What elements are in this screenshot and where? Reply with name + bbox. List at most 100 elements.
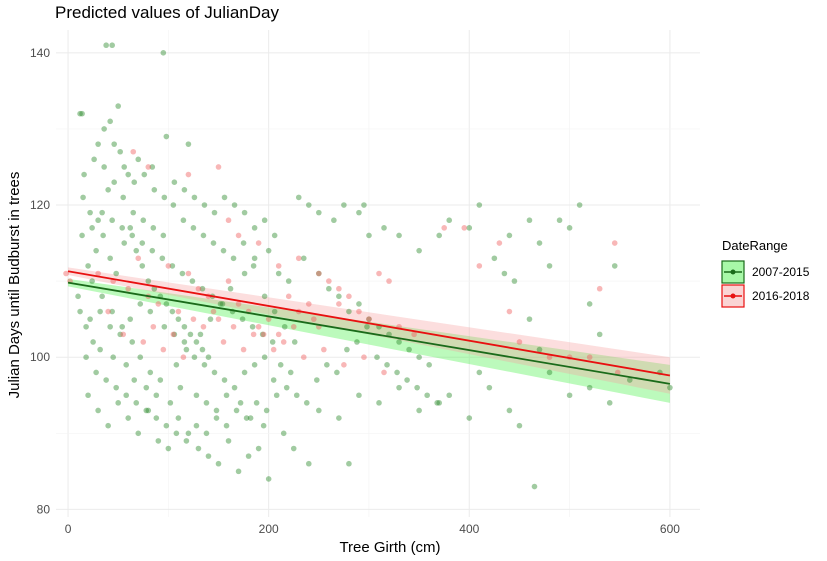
data-point (275, 270, 282, 277)
data-point (139, 240, 146, 246)
data-point (193, 422, 200, 429)
data-point (596, 331, 603, 338)
data-point (270, 377, 277, 383)
data-point (199, 285, 206, 292)
data-point (91, 156, 97, 163)
data-point (241, 209, 248, 216)
data-point (346, 308, 352, 315)
data-point (281, 323, 288, 330)
data-point (160, 232, 167, 239)
data-point (546, 263, 553, 269)
data-point (271, 232, 278, 239)
data-point (251, 255, 258, 262)
legend-label: 2016-2018 (752, 289, 810, 303)
data-point (107, 323, 113, 330)
data-point (476, 202, 483, 208)
data-point (179, 270, 186, 277)
data-point (163, 301, 170, 307)
x-tick-label: 200 (259, 522, 279, 536)
data-point (221, 377, 228, 383)
data-point (586, 354, 593, 361)
data-point (536, 240, 543, 246)
data-point (611, 263, 618, 269)
x-tick-label: 400 (459, 522, 479, 536)
data-point (107, 255, 113, 262)
data-point (506, 308, 513, 315)
data-point (566, 225, 573, 231)
data-point (235, 232, 242, 239)
data-point (366, 316, 372, 322)
data-point (336, 301, 342, 307)
y-tick-label: 120 (30, 198, 50, 212)
data-point (434, 400, 440, 406)
data-point (115, 400, 121, 406)
data-point (596, 285, 603, 292)
data-point (201, 202, 208, 208)
data-point (103, 377, 109, 383)
x-axis-title: Tree Girth (cm) (339, 539, 440, 556)
data-point (237, 400, 244, 406)
data-point (77, 308, 83, 315)
data-point (269, 339, 276, 345)
data-point (476, 263, 483, 269)
data-point (170, 331, 177, 338)
data-point (394, 369, 400, 376)
data-point (181, 323, 188, 330)
data-point (586, 301, 593, 307)
data-point (396, 384, 402, 391)
data-point (117, 331, 123, 338)
data-point (111, 141, 117, 147)
data-point (79, 110, 85, 117)
data-point (225, 278, 232, 284)
data-point (667, 384, 673, 391)
data-point (171, 179, 178, 185)
data-point (195, 445, 202, 452)
data-point (586, 384, 593, 391)
x-tick-label: 600 (660, 522, 680, 536)
confidence-band (68, 267, 670, 394)
data-point (135, 255, 142, 262)
data-point (147, 369, 154, 376)
data-point (251, 362, 258, 368)
data-point (376, 400, 382, 406)
data-point (155, 301, 162, 307)
legend-title: DateRange (722, 238, 788, 253)
data-point (137, 301, 144, 307)
data-point (396, 232, 402, 239)
data-point (141, 171, 148, 178)
data-point (203, 400, 210, 406)
data-point (211, 369, 218, 376)
data-point (247, 415, 254, 421)
data-point (101, 126, 107, 132)
data-point (191, 194, 198, 201)
data-point (135, 156, 142, 163)
data-point (115, 103, 121, 109)
data-point (303, 400, 310, 406)
data-point (255, 445, 262, 452)
data-point (151, 285, 158, 292)
data-point (376, 270, 382, 277)
data-point (125, 415, 132, 421)
data-point (426, 362, 432, 368)
data-point (290, 323, 297, 330)
data-point (180, 354, 187, 361)
data-point (366, 316, 372, 322)
data-point (316, 209, 322, 216)
data-point (275, 263, 282, 269)
data-point (205, 453, 212, 459)
data-point (356, 308, 362, 315)
data-point (63, 270, 69, 277)
data-point (193, 339, 200, 345)
data-point (239, 316, 246, 322)
chart-title: Predicted values of JulianDay (55, 3, 279, 22)
data-point (326, 285, 332, 292)
confidence-band (68, 278, 670, 403)
data-point (199, 346, 206, 353)
data-point (271, 308, 278, 315)
legend-label: 2007-2015 (752, 265, 810, 279)
data-point (130, 209, 137, 216)
data-point (99, 209, 105, 216)
data-point (531, 483, 538, 490)
data-point (193, 392, 200, 399)
legend-item: 2016-2018 (721, 284, 810, 308)
